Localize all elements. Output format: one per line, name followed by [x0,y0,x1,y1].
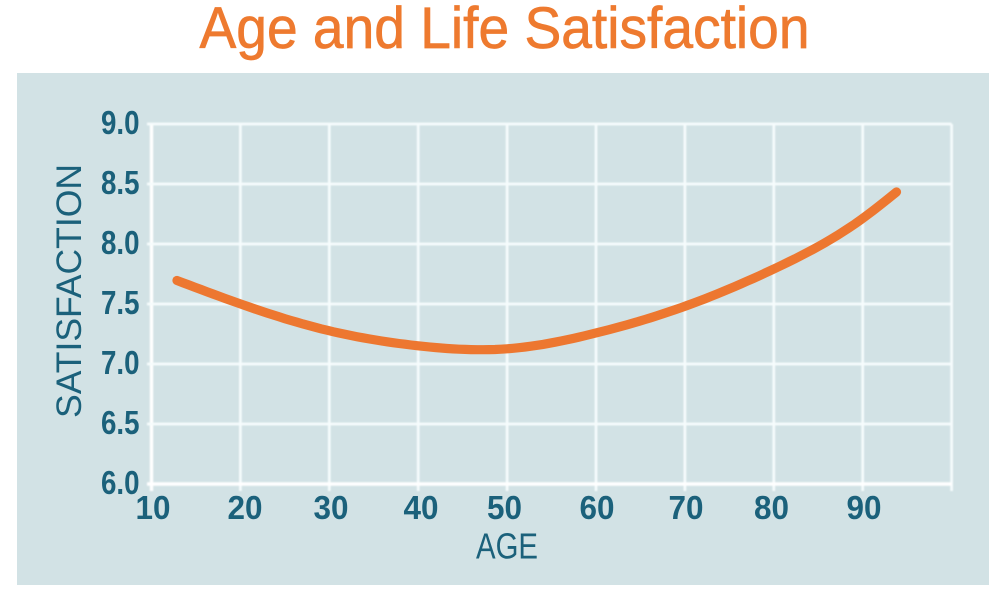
svg-text:8.0: 8.0 [101,224,140,261]
svg-text:80: 80 [754,489,789,526]
svg-text:6.5: 6.5 [101,404,140,441]
svg-text:60: 60 [580,489,615,526]
svg-text:20: 20 [228,489,263,526]
svg-text:10: 10 [136,489,171,526]
svg-text:8.5: 8.5 [101,164,140,201]
svg-text:90: 90 [847,489,882,526]
svg-text:9.0: 9.0 [101,104,140,141]
svg-text:6.0: 6.0 [101,464,140,501]
svg-text:AGE: AGE [476,526,538,567]
svg-text:30: 30 [314,489,349,526]
svg-text:SATISFACTION: SATISFACTION [49,164,89,418]
svg-text:Age and Life Satisfaction: Age and Life Satisfaction [200,0,810,61]
svg-text:7.5: 7.5 [101,284,140,321]
svg-text:40: 40 [404,489,439,526]
svg-text:50: 50 [487,489,522,526]
svg-text:70: 70 [669,489,704,526]
svg-text:7.0: 7.0 [101,344,140,381]
